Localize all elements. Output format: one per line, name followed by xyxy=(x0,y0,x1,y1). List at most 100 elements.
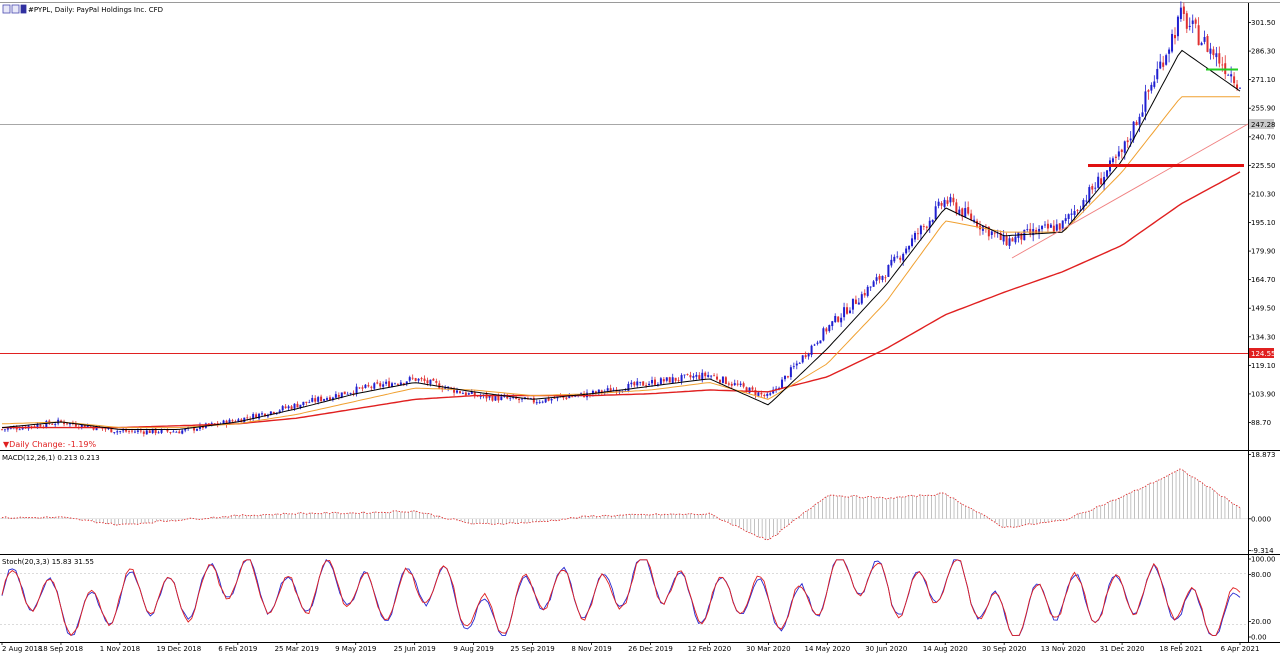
candle-body xyxy=(751,387,754,390)
candle-body xyxy=(458,391,461,394)
stoch-tick-label: 80.00 xyxy=(1251,571,1271,579)
candle-body xyxy=(748,387,751,393)
candle-body xyxy=(1103,176,1106,185)
candle-body xyxy=(1203,37,1206,42)
candle-body xyxy=(429,379,432,385)
time-tick-label: 14 Aug 2020 xyxy=(923,645,968,653)
chart-type-icon[interactable] xyxy=(2,4,11,14)
candle-body xyxy=(1147,90,1150,92)
candle-body xyxy=(119,431,122,432)
candle-body xyxy=(172,431,175,433)
candle-body xyxy=(754,390,757,396)
candle-body xyxy=(834,315,837,323)
candle-body xyxy=(1020,233,1023,240)
sma-mid-line xyxy=(1,96,1240,429)
time-tick-label: 9 May 2019 xyxy=(335,645,376,653)
candle-body xyxy=(308,402,311,404)
candle-body xyxy=(1114,156,1117,158)
candle-body xyxy=(296,403,299,408)
candle-body xyxy=(819,340,822,344)
candle-body xyxy=(653,379,656,385)
macd-label: MACD(12,26,1) 0.213 0.213 xyxy=(2,454,100,462)
candle-body xyxy=(1055,224,1058,231)
candle-body xyxy=(391,383,394,388)
candle-body xyxy=(872,281,875,287)
candle-body xyxy=(1076,210,1079,211)
candle-body xyxy=(648,383,651,385)
candle-body xyxy=(399,382,402,386)
time-tick-label: 30 Jun 2020 xyxy=(865,645,907,653)
candle-body xyxy=(730,383,733,386)
candle-body xyxy=(843,307,846,318)
candle-body xyxy=(911,238,914,246)
candle-body xyxy=(225,420,228,425)
time-tick-label: 13 Nov 2020 xyxy=(1041,645,1086,653)
candle-icon[interactable] xyxy=(20,4,27,14)
macd-histogram xyxy=(0,469,1248,540)
candle-body xyxy=(1132,121,1135,140)
candle-body xyxy=(739,383,742,385)
candle-body xyxy=(128,431,131,433)
price-tick-label: 149.50 xyxy=(1251,305,1276,313)
candle-body xyxy=(665,377,668,381)
candle-body xyxy=(456,390,459,393)
candle-body xyxy=(160,429,163,433)
candle-body xyxy=(544,398,547,403)
candle-body xyxy=(175,431,178,433)
candle-body xyxy=(382,384,385,387)
candle-body xyxy=(742,383,745,387)
candle-body xyxy=(414,378,417,381)
candle-body xyxy=(766,393,769,396)
candle-body xyxy=(671,377,674,384)
candle-body xyxy=(1052,225,1055,232)
candle-body xyxy=(757,392,760,396)
candle-body xyxy=(1150,84,1153,91)
time-tick-label: 26 Dec 2019 xyxy=(628,645,673,653)
candle-body xyxy=(139,430,142,432)
candle-body xyxy=(908,245,911,250)
candle-body xyxy=(701,372,704,380)
candle-body xyxy=(261,413,264,415)
candle-body xyxy=(736,383,739,385)
candle-body xyxy=(305,401,308,403)
candle-body xyxy=(964,208,967,217)
candle-body xyxy=(1141,112,1144,117)
bar-chart-icon[interactable] xyxy=(11,4,20,14)
candle-body xyxy=(1067,214,1070,219)
price-tick-label: 88.70 xyxy=(1251,419,1271,427)
candle-body xyxy=(781,379,784,389)
macd-tick-label: -9.314 xyxy=(1251,547,1274,555)
candle-body xyxy=(1097,176,1100,188)
candle-body xyxy=(633,382,636,386)
candle-body xyxy=(786,376,789,378)
candle-body xyxy=(1179,7,1182,19)
price-axis: 301.50 286.30 271.10 255.90 240.70 225.50 210.… xyxy=(1248,19,1276,427)
candle-body xyxy=(615,389,618,393)
stoch-axis: 100.00 80.00 20.00 0.00 xyxy=(1248,556,1276,642)
candle-body xyxy=(1008,238,1011,246)
candle-body xyxy=(760,393,763,395)
price-tick-label: 301.50 xyxy=(1251,19,1276,27)
candle-body xyxy=(86,425,89,428)
candle-body xyxy=(668,377,671,383)
chart-title: #PYPL, Daily: PayPal Holdings Inc. CFD xyxy=(28,6,163,14)
candle-body xyxy=(355,386,358,395)
candle-body xyxy=(408,377,411,381)
candle-body xyxy=(1215,53,1218,58)
candle-body xyxy=(470,391,473,394)
candle-body xyxy=(745,387,748,393)
candle-body xyxy=(432,378,435,381)
candle-body xyxy=(594,391,597,394)
candle-body xyxy=(949,197,952,203)
candle-body xyxy=(255,414,258,419)
candle-body xyxy=(521,398,524,400)
candle-body xyxy=(928,220,931,228)
candle-body xyxy=(467,393,470,395)
candle-body xyxy=(405,381,408,384)
candle-body xyxy=(810,345,813,355)
candle-body xyxy=(763,394,766,397)
stoch-tick-label: 0.00 xyxy=(1251,634,1267,642)
candle-body xyxy=(913,232,916,240)
candle-body xyxy=(113,432,116,433)
candle-body xyxy=(609,388,612,392)
